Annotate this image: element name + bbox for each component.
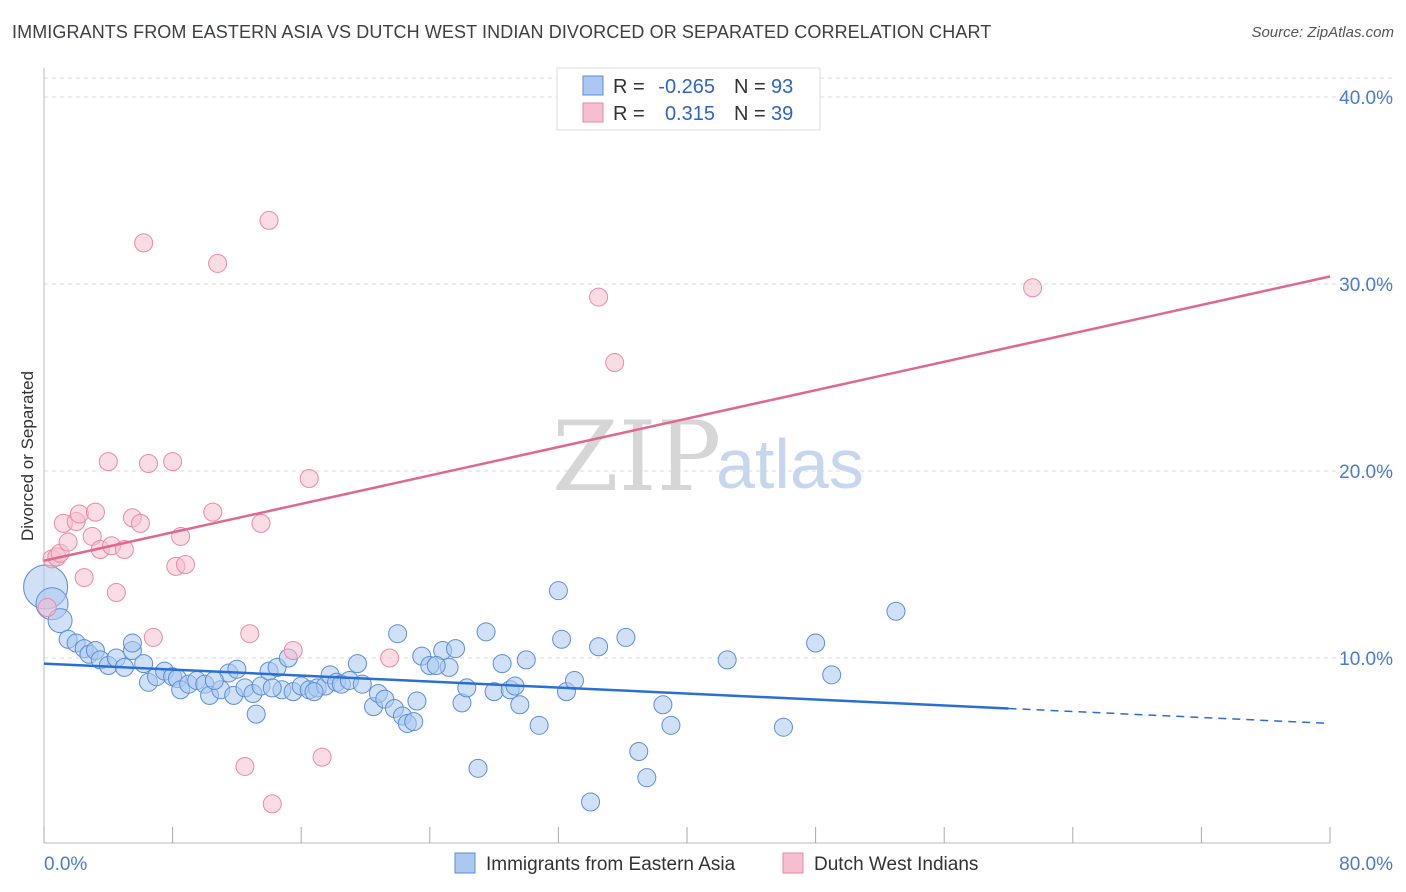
point-eastern-asia-91 [426,655,446,675]
y-tick-label-2: 30.0% [1339,275,1393,296]
point-dutch-west-indian-10 [85,502,105,522]
point-dutch-west-indian-31 [262,794,282,814]
point-eastern-asia-80 [629,742,649,761]
point-eastern-asia-65 [476,622,496,642]
point-eastern-asia-90 [304,682,324,702]
y-tick-label-1: 20.0% [1339,462,1393,483]
legend-swatch-pink [582,102,604,123]
grid-lines [44,77,1393,659]
point-eastern-asia-2 [47,608,73,634]
point-eastern-asia-56 [404,712,424,732]
axes [43,68,1331,844]
trend-line-eastern-asia-extension [1008,707,1331,725]
point-eastern-asia-92 [204,670,224,690]
point-dutch-west-indian-27 [235,756,255,776]
watermark-atlas: atlas [716,425,864,503]
point-dutch-west-indian-30 [259,210,279,230]
point-eastern-asia-61 [446,639,466,659]
point-eastern-asia-78 [589,637,609,657]
point-dutch-west-indian-7 [69,504,89,524]
point-dutch-west-indian-21 [163,452,183,472]
point-dutch-west-indian-14 [106,583,126,603]
correlation-legend: R = -0.265 N = 93 R = 0.315 N = 39 [556,67,821,131]
point-dutch-west-indian-35 [380,648,400,668]
point-dutch-west-indian-18 [134,233,154,253]
point-eastern-asia-81 [637,768,657,788]
point-eastern-asia-70 [510,695,530,715]
legend-n-label-2: N = [734,103,766,125]
point-eastern-asia-82 [653,695,673,715]
point-dutch-west-indian-32 [283,641,303,661]
point-eastern-asia-76 [564,670,584,690]
legend-r-value-1: -0.265 [658,76,715,98]
point-dutch-west-indian-24 [175,555,195,574]
series-dutch-west-indian-points [37,210,1043,814]
point-eastern-asia-72 [529,715,549,735]
point-eastern-asia-77 [581,792,601,812]
y-tick-label-0: 10.0% [1339,649,1393,670]
point-dutch-west-indian-29 [251,513,271,533]
legend-swatch-blue [582,75,604,96]
point-eastern-asia-79 [616,627,636,647]
point-dutch-west-indian-26 [208,253,228,273]
point-dutch-west-indian-12 [98,452,118,472]
point-dutch-west-indian-36 [589,287,609,307]
point-eastern-asia-31 [246,704,266,724]
x-tick-label-max: 80.0% [1339,854,1393,875]
point-eastern-asia-87 [822,665,842,685]
point-eastern-asia-63 [457,678,477,698]
point-eastern-asia-84 [717,650,737,670]
point-eastern-asia-83 [661,715,681,735]
point-dutch-west-indian-34 [312,747,332,767]
legend-r-value-2: 0.315 [665,103,715,125]
chart-title: IMMIGRANTS FROM EASTERN ASIA VS DUTCH WE… [12,22,992,42]
y-tick-labels: 10.0% 20.0% 30.0% 40.0% [1339,88,1393,670]
point-eastern-asia-88 [886,601,906,621]
series-legend: Immigrants from Eastern Asia Dutch West … [454,852,978,875]
series-legend-swatch-pink [782,852,804,874]
source-label: Source: ZipAtlas.com [1251,24,1394,41]
point-eastern-asia-74 [552,629,572,649]
x-tick-label-min: 0.0% [44,854,87,875]
legend-r-label-2: R = [613,103,645,125]
watermark-zip: ZIP [552,401,721,513]
point-eastern-asia-89 [262,678,282,698]
point-eastern-asia-85 [773,717,793,737]
point-eastern-asia-71 [516,650,536,670]
series-eastern-asia-points [23,564,906,812]
series-legend-swatch-blue [454,852,476,874]
point-dutch-west-indian-19 [138,454,158,474]
legend-n-value-2: 39 [771,103,793,125]
point-dutch-west-indian-8 [74,568,94,588]
point-dutch-west-indian-0 [37,598,57,618]
point-dutch-west-indian-20 [143,627,163,647]
trend-line-eastern-asia [43,662,1009,710]
point-dutch-west-indian-33 [299,468,319,488]
series-legend-label-blue: Immigrants from Eastern Asia [486,854,736,875]
trend-lines [43,275,1331,725]
point-dutch-west-indian-17 [130,513,150,533]
series-legend-label-pink: Dutch West Indians [814,854,978,875]
point-eastern-asia-67 [492,654,512,674]
point-eastern-asia-86 [806,633,826,653]
point-eastern-asia-55 [407,691,427,711]
point-eastern-asia-28 [227,659,247,679]
point-dutch-west-indian-25 [203,502,223,522]
trend-line-dutch-west-indian [43,275,1331,562]
point-eastern-asia-73 [548,581,568,601]
y-tick-label-3: 40.0% [1339,88,1393,109]
legend-n-value-1: 93 [771,76,793,98]
point-dutch-west-indian-37 [605,353,625,373]
point-eastern-asia-13 [122,633,142,653]
legend-n-label-1: N = [734,76,766,98]
y-axis-title: Divorced or Separated [18,371,37,541]
point-eastern-asia-46 [347,654,367,674]
point-dutch-west-indian-28 [240,624,260,644]
legend-r-label-1: R = [613,76,645,98]
point-eastern-asia-52 [388,624,408,644]
point-dutch-west-indian-38 [1023,278,1043,298]
point-dutch-west-indian-5 [58,532,78,552]
point-eastern-asia-64 [468,758,488,778]
